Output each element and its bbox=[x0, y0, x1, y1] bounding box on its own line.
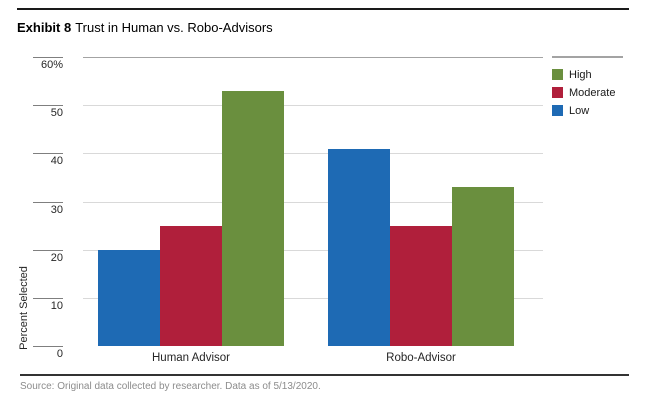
legend-item-low: Low bbox=[552, 104, 630, 117]
category-label-human-advisor: Human Advisor bbox=[152, 352, 230, 364]
legend-item-high: High bbox=[552, 68, 630, 81]
gridline-30 bbox=[83, 201, 543, 203]
legend-rule bbox=[552, 56, 623, 58]
legend-swatch-high bbox=[552, 69, 563, 80]
gridline-10 bbox=[83, 297, 543, 299]
legend-swatch-moderate bbox=[552, 87, 563, 98]
y-tick-label: 10 bbox=[50, 299, 63, 312]
source-note: Source: Original data collected by resea… bbox=[20, 381, 321, 392]
category-label-robo-advisor: Robo-Advisor bbox=[386, 352, 456, 364]
gridline-60 bbox=[83, 57, 543, 58]
y-tick-label: 60% bbox=[40, 59, 63, 71]
bar-robo-advisor-low bbox=[328, 148, 390, 346]
chart-title: Exhibit 8 Trust in Human vs. Robo-Advisor… bbox=[17, 20, 273, 35]
y-tick-label: 40 bbox=[50, 155, 63, 168]
bar-robo-advisor-high bbox=[452, 187, 514, 346]
legend-label: Low bbox=[569, 104, 590, 117]
y-tick-10: 10 bbox=[33, 297, 63, 312]
plot-area bbox=[83, 57, 543, 346]
gridline-50 bbox=[83, 105, 543, 107]
y-tick-label: 20 bbox=[50, 251, 63, 264]
exhibit-number: Exhibit 8 bbox=[17, 20, 72, 35]
y-tick-50: 50 bbox=[33, 105, 63, 119]
legend-label: Moderate bbox=[569, 86, 616, 99]
legend-items: High Moderate Low bbox=[552, 68, 630, 117]
gridline-40 bbox=[83, 153, 543, 155]
bar-human-advisor-low bbox=[98, 249, 160, 346]
y-tick-0: 0 bbox=[33, 346, 63, 360]
y-tick-label: 30 bbox=[50, 203, 63, 216]
y-tick-30: 30 bbox=[33, 201, 63, 216]
y-tick-60: 60% bbox=[33, 57, 63, 71]
legend: High Moderate Low bbox=[552, 56, 630, 122]
bar-robo-advisor-moderate bbox=[390, 225, 452, 346]
top-rule bbox=[17, 8, 629, 10]
y-tick-label: 50 bbox=[50, 107, 63, 120]
y-tick-40: 40 bbox=[33, 153, 63, 167]
y-axis-label: Percent Selected bbox=[18, 266, 30, 350]
gridline-20 bbox=[83, 249, 543, 251]
y-tick-20: 20 bbox=[33, 249, 63, 264]
bar-human-advisor-high bbox=[222, 90, 284, 346]
legend-swatch-low bbox=[552, 105, 563, 116]
chart-title-text: Trust in Human vs. Robo-Advisors bbox=[75, 20, 273, 35]
bottom-rule bbox=[20, 374, 629, 376]
bar-human-advisor-moderate bbox=[160, 225, 222, 346]
legend-item-moderate: Moderate bbox=[552, 86, 630, 99]
legend-label: High bbox=[569, 68, 592, 81]
y-tick-label: 0 bbox=[56, 348, 63, 360]
